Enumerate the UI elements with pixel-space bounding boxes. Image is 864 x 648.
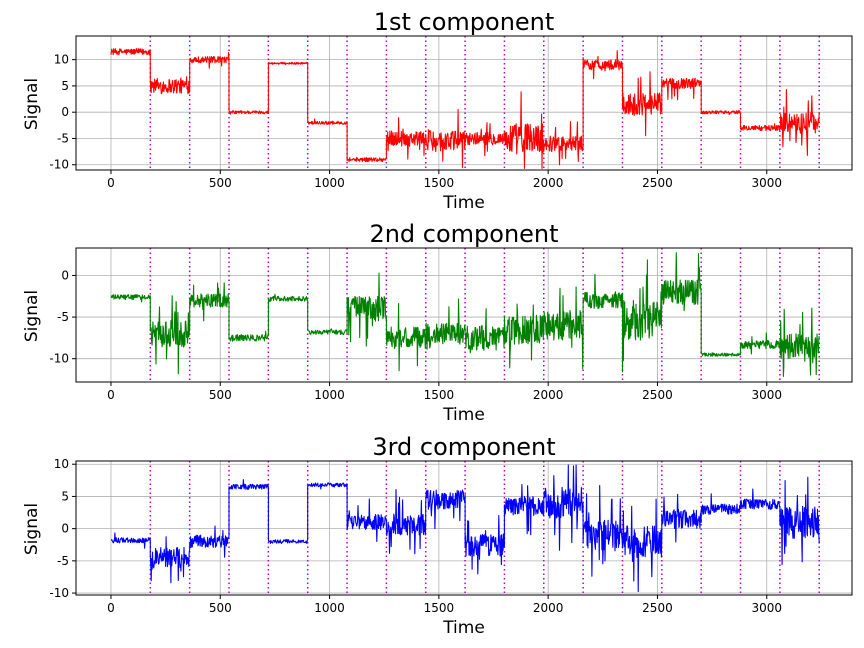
panel-1: 1st component 0 500 1000 1500 2000 2500 3000 -1… bbox=[22, 8, 853, 213]
x-tick-label: 2500 bbox=[642, 176, 673, 190]
panel-1-ticks: 0 500 1000 1500 2000 2500 3000 -10 -5 0 5 10 bbox=[49, 53, 782, 190]
y-tick-label: -10 bbox=[49, 352, 69, 366]
x-tick-label: 1000 bbox=[314, 601, 345, 615]
panel-1-series-line bbox=[110, 48, 820, 169]
x-tick-label: 2000 bbox=[533, 176, 564, 190]
x-tick-label: 0 bbox=[107, 176, 115, 190]
panel-3-frame bbox=[75, 460, 853, 596]
x-tick-label: 2000 bbox=[533, 388, 564, 402]
y-tick-label: 0 bbox=[61, 522, 69, 536]
y-tick-label: -5 bbox=[57, 554, 69, 568]
y-tick-label: 5 bbox=[61, 489, 69, 503]
panel-1-xlabel: Time bbox=[442, 193, 485, 213]
y-tick-label: -5 bbox=[57, 310, 69, 324]
panel-1-frame bbox=[75, 35, 853, 171]
panel-3-xlabel: Time bbox=[442, 618, 485, 638]
panel-2-grid bbox=[76, 248, 852, 382]
x-tick-label: 2000 bbox=[533, 601, 564, 615]
panel-1-title: 1st component bbox=[374, 8, 555, 36]
panel-3-series-line bbox=[110, 464, 820, 593]
panel-2-plot-area bbox=[76, 248, 852, 382]
panel-3-grid bbox=[76, 461, 852, 595]
panel-3-ticks: 0 500 1000 1500 2000 2500 3000 -10 -5 0 5 10 bbox=[49, 457, 782, 615]
panel-3: 3rd component 0 500 1000 1500 2000 2500 3000 -1… bbox=[22, 433, 853, 638]
x-tick-label: 3000 bbox=[751, 176, 782, 190]
x-tick-label: 2500 bbox=[642, 388, 673, 402]
y-tick-label: -10 bbox=[49, 586, 69, 600]
x-tick-label: 0 bbox=[107, 601, 115, 615]
panel-2-ticks: 0 500 1000 1500 2000 2500 3000 -10 -5 0 bbox=[49, 268, 782, 402]
panel-2-title: 2nd component bbox=[369, 220, 558, 248]
x-tick-label: 1500 bbox=[424, 176, 455, 190]
y-tick-label: 5 bbox=[61, 79, 69, 93]
panel-3-ylabel: Signal bbox=[22, 503, 42, 555]
panel-2-xlabel: Time bbox=[442, 405, 485, 425]
x-tick-label: 500 bbox=[209, 601, 232, 615]
y-tick-label: 10 bbox=[54, 457, 69, 471]
panel-3-title: 3rd component bbox=[372, 433, 555, 461]
panel-2: 2nd component 0 500 1000 1500 2000 2500 3000 -1… bbox=[22, 220, 853, 425]
panel-1-ylabel: Signal bbox=[22, 78, 42, 130]
panel-2-series-line bbox=[110, 252, 820, 378]
y-tick-label: 10 bbox=[54, 53, 69, 67]
x-tick-label: 1500 bbox=[424, 601, 455, 615]
x-tick-label: 3000 bbox=[751, 388, 782, 402]
x-tick-label: 1000 bbox=[314, 176, 345, 190]
x-tick-label: 1000 bbox=[314, 388, 345, 402]
x-tick-label: 0 bbox=[107, 388, 115, 402]
x-tick-label: 1500 bbox=[424, 388, 455, 402]
y-tick-label: -10 bbox=[49, 158, 69, 172]
x-tick-label: 2500 bbox=[642, 601, 673, 615]
panel-2-frame bbox=[75, 247, 853, 383]
panel-1-plot-area bbox=[76, 36, 852, 170]
y-tick-label: -5 bbox=[57, 131, 69, 145]
x-tick-label: 500 bbox=[209, 388, 232, 402]
x-tick-label: 500 bbox=[209, 176, 232, 190]
panel-2-ylabel: Signal bbox=[22, 290, 42, 342]
x-tick-label: 3000 bbox=[751, 601, 782, 615]
panel-3-plot-area bbox=[76, 461, 852, 595]
y-tick-label: 0 bbox=[61, 268, 69, 282]
y-tick-label: 0 bbox=[61, 105, 69, 119]
